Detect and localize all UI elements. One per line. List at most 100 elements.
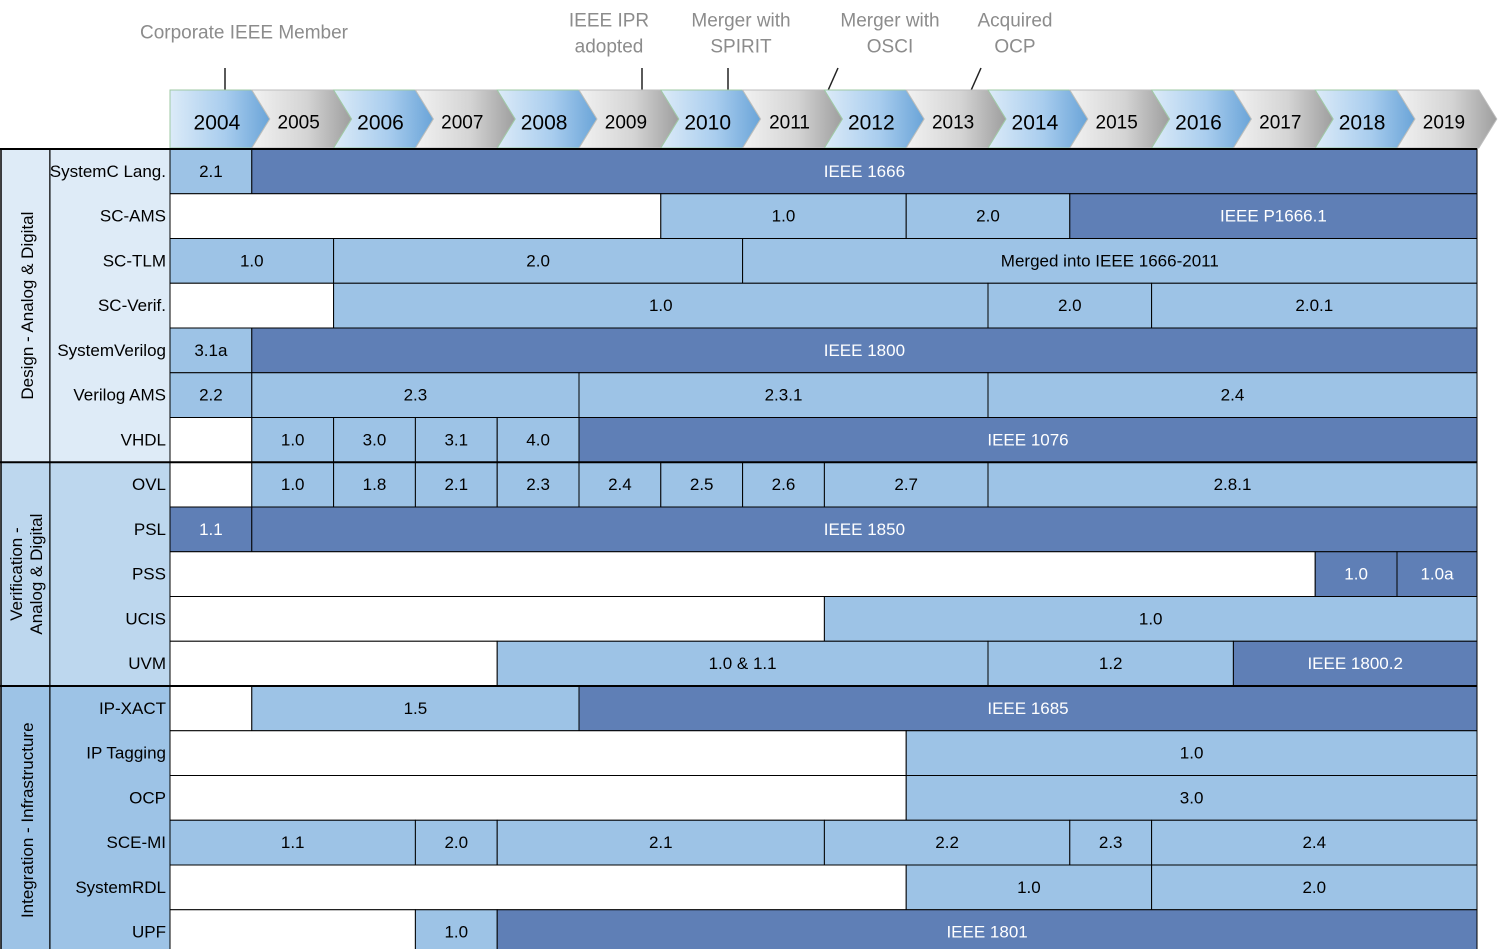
segment-label: 1.2 [1099,654,1123,673]
year-label: 2019 [1423,113,1465,134]
milestone-label: IEEE IPR [569,11,649,32]
segment-label: IEEE 1800.2 [1307,654,1402,673]
segment-label: 2.0 [1058,296,1082,315]
milestone-annotations: Corporate IEEE Member IEEE IPR adopted Merg… [140,11,1053,122]
segment-label: 2.3 [404,386,428,405]
segment-label: 2.3 [526,475,550,494]
timeline-segment [1069,193,1478,239]
timeline-segment [414,461,498,508]
segment-label: IEEE 1800 [824,341,905,360]
timeline-segment [742,461,825,508]
segment-label: 3.1a [194,341,228,360]
row-label: SC-Verif. [98,296,166,315]
timeline-segment [823,461,989,508]
segment-label: 2.3.1 [765,386,803,405]
segment-label: 3.1 [444,430,468,449]
row-label: PSS [132,565,166,584]
row-label: SystemVerilog [57,341,166,360]
milestone-label: adopted [575,37,644,58]
timeline-segment [169,685,253,732]
segment-label: Merged into IEEE 1666-2011 [1001,251,1219,270]
row-label-column [49,685,171,949]
segment-label: 2.6 [772,475,796,494]
timeline-segment [905,193,1071,239]
segment-label: 1.0 [281,475,305,494]
timeline-segment [414,417,498,463]
timeline-segment [333,238,744,284]
segment-label: 1.1 [199,520,223,539]
segment-label: IEEE 1666 [824,162,905,181]
segment-label: IEEE 1076 [987,430,1068,449]
segment-label: 1.0 [444,923,468,942]
segment-label: 1.0 [1180,744,1204,763]
row-label: Verilog AMS [73,386,166,405]
segment-label: IEEE 1685 [987,699,1068,718]
timeline-segment [905,864,1153,911]
segment-label: 1.0 [240,251,264,270]
year-label: 2017 [1259,113,1301,134]
group-label-text: Integration - Infrastructure [18,722,37,918]
group-label: Design - Analog & Digital [18,212,37,400]
milestone-label: SPIRIT [710,37,772,58]
timeline-segment [496,819,825,866]
row-label: PSL [134,520,166,539]
row-label: OCP [129,788,166,807]
milestone-label: OSCI [867,37,913,58]
segment-label: 2.2 [199,386,223,405]
timeline-segment [169,775,907,821]
timeline-segment [251,327,1478,374]
group-label-cell [0,461,51,687]
milestone-label: Merger with [691,11,790,32]
timeline-segment [251,506,1478,553]
timeline-segment [333,417,416,463]
segment-label: 1.0 [649,296,673,315]
segment-label: IEEE 1801 [946,923,1027,942]
row-label: OVL [132,475,166,494]
segment-label: 2.4 [1302,833,1326,852]
year-label: 2018 [1339,112,1386,135]
row-label: UCIS [125,609,166,628]
segment-label: 1.0 [1139,609,1163,628]
year-label: 2014 [1012,112,1059,135]
segment-label: 2.3 [1099,833,1123,852]
segment-label: 2.0 [444,833,468,852]
timeline-segment [169,282,335,329]
segment-label: 3.0 [1180,788,1204,807]
milestone-label: Acquired [978,11,1053,32]
year-label: 2012 [848,112,895,135]
row-label: SC-AMS [100,207,166,226]
segment-label: 4.0 [526,430,550,449]
timeline-segment [169,730,907,776]
timeline-segment [660,461,744,508]
timeline-segment [1151,282,1478,329]
timeline-segment [823,596,1478,642]
timeline-segment [169,640,498,687]
segment-label: 1.5 [404,699,428,718]
timeline-segment [169,551,1316,597]
segment-label: 2.2 [935,833,959,852]
timeline-segment [496,640,989,687]
timeline-segment [169,193,662,239]
timeline-segment [578,417,1478,463]
timeline-segment [169,461,253,508]
segment-label: 2.0 [526,251,550,270]
segment-label: IEEE P1666.1 [1220,207,1327,226]
timeline-segment [169,909,416,949]
row-label: VHDL [121,430,166,449]
segment-label: 2.0 [1302,878,1326,897]
milestone-label: OCP [994,37,1035,58]
segment-label: 1.0 [1344,565,1368,584]
timeline-segment [1151,864,1478,911]
segment-label: 2.1 [649,833,673,852]
timeline-segment [578,685,1478,732]
group-label-text: Design - Analog & Digital [18,212,37,400]
segment-label: 2.1 [444,475,468,494]
year-label: 2013 [932,113,974,134]
row-label: SCE-MI [107,833,167,852]
segment-label: 2.8.1 [1214,475,1252,494]
group-label-cell [0,685,51,949]
timeline-segment [251,148,1478,195]
timeline-segment [169,238,335,284]
timeline-segment [169,148,253,195]
milestone-label: Merger with [840,11,939,32]
